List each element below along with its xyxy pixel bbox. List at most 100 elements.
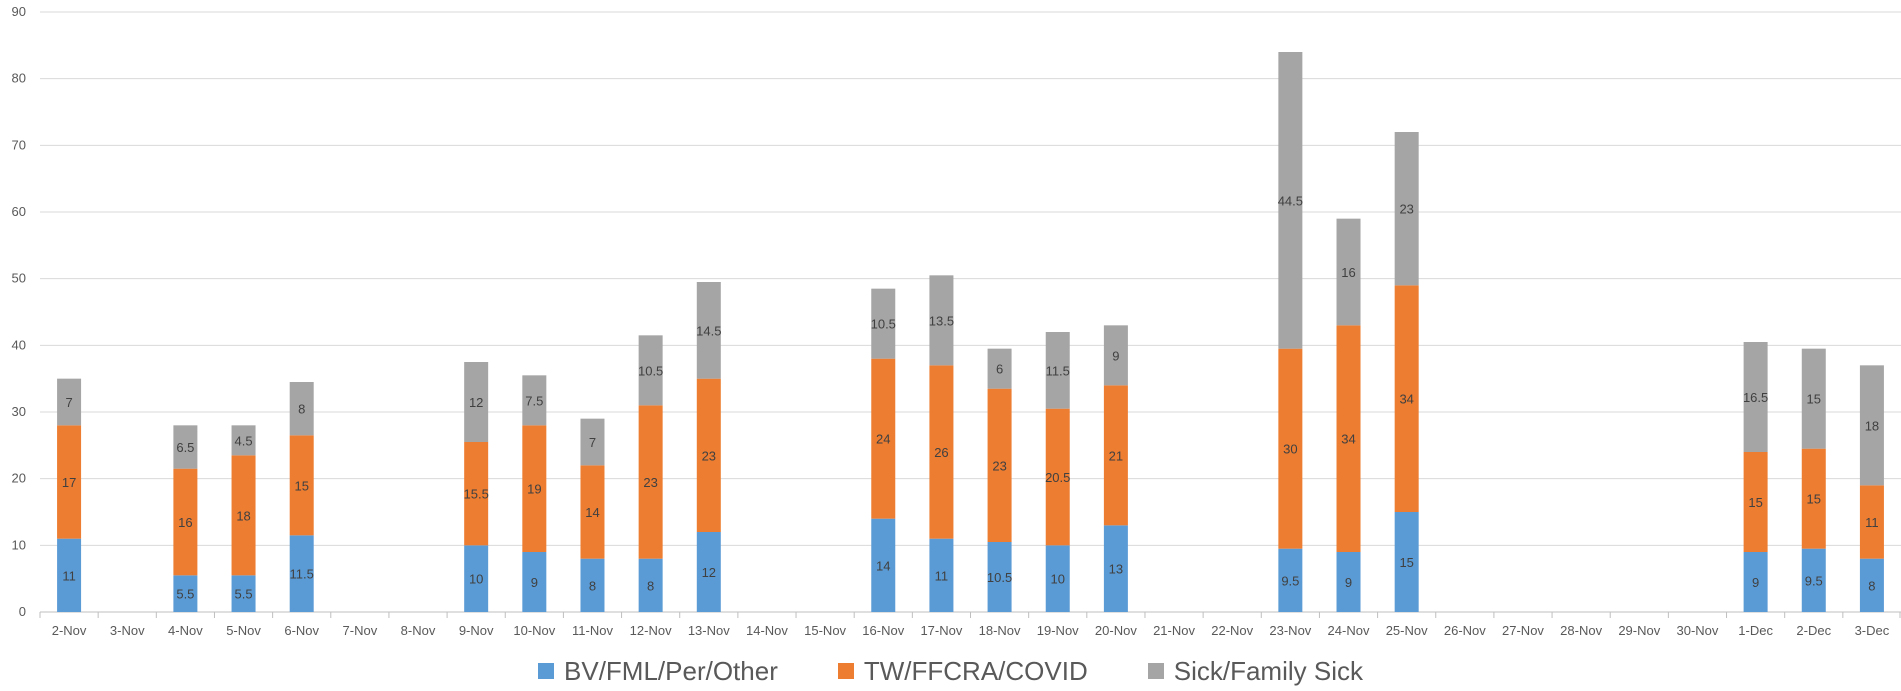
data-label: 11 [1865,515,1879,530]
data-label: 11.5 [1046,363,1070,378]
data-label: 15 [1807,492,1821,507]
data-label: 6 [996,362,1003,377]
data-label: 24 [876,432,890,447]
data-label: 7.5 [525,393,543,408]
x-tick-label: 3-Dec [1855,623,1890,638]
data-label: 8 [589,578,596,593]
x-tick-label: 18-Nov [979,623,1021,638]
legend-item: TW/FFCRA/COVID [837,655,1088,687]
x-tick-label: 13-Nov [688,623,730,638]
bar-segment [173,425,198,469]
data-label: 9 [1752,575,1759,590]
y-tick-label: 30 [12,404,26,419]
data-label: 30 [1283,442,1297,457]
bar-segment [1743,452,1768,552]
bar-segment [1103,325,1128,386]
x-tick-label: 19-Nov [1037,623,1079,638]
x-tick-label: 21-Nov [1153,623,1195,638]
legend-swatch [837,663,854,679]
data-label: 11 [935,568,949,583]
bar-segment [929,275,954,366]
data-label: 18 [1865,418,1879,433]
bar-segment [1394,285,1419,512]
data-label: 13.5 [929,313,954,328]
x-tick-label: 16-Nov [862,623,904,638]
x-tick-label: 11-Nov [572,623,613,638]
x-tick-label: 6-Nov [284,623,319,638]
bar-segment [871,518,896,612]
bar-segment [1394,512,1419,612]
x-tick-label: 4-Nov [168,623,203,638]
x-tick-label: 9-Nov [459,623,494,638]
data-label: 15 [294,478,308,493]
legend-label: BV/FML/Per/Other [564,655,778,686]
data-label: 23 [1399,202,1413,217]
data-label: 15 [1399,555,1413,570]
bar-segment [1103,385,1128,526]
x-tick-label: 8-Nov [401,623,436,638]
x-tick-label: 5-Nov [226,623,261,638]
bar-segment [173,468,198,576]
bar-segment [1743,552,1768,612]
bar-segment [289,435,314,536]
y-tick-label: 10 [12,537,26,552]
bar-segment [231,455,256,576]
bar-segment [1859,485,1884,559]
data-label: 10.5 [638,363,663,378]
x-tick-label: 15-Nov [804,623,846,638]
legend-swatch [1147,663,1164,679]
bars [57,52,1884,612]
data-labels: 11 17 7 5.5 16 6.5 5.5 18 4.5 11.5 15 8 10 15.5 12 9 19 7… [62,193,1879,601]
bar-segment [1801,448,1826,549]
data-label: 9.5 [1805,573,1823,588]
bar-segment [638,335,663,406]
bar-segment [580,418,605,466]
bar-segment [1336,552,1361,612]
data-label: 15.5 [464,487,489,502]
data-label: 9 [531,575,538,590]
bar-segment [231,575,256,612]
data-label: 34 [1399,392,1413,407]
bar-segment [464,442,489,546]
data-label: 15 [1748,495,1762,510]
bar-segment [580,558,605,612]
bar-segment [1336,325,1361,552]
data-label: 8 [1868,578,1875,593]
data-label: 16 [178,515,192,530]
legend-item: BV/FML/Per/Other [538,656,778,687]
data-label: 9.5 [1281,573,1299,588]
x-tick-label: 10-Nov [513,623,555,638]
bar-segment [871,358,896,519]
data-label: 17 [62,475,76,490]
data-label: 23 [643,475,657,490]
bar-segment [464,545,489,612]
x-tick-label: 17-Nov [920,623,962,638]
bar-segment [1045,545,1070,612]
bar-segment [289,382,314,436]
legend-item: Sick/Family Sick [1147,655,1363,687]
data-label: 9 [1345,575,1352,590]
data-label: 9 [1112,348,1119,363]
y-tick-label: 90 [12,4,26,19]
data-label: 11.5 [290,567,314,582]
data-label: 34 [1341,432,1355,447]
legend-label: Sick/Family Sick [1173,655,1363,686]
data-label: 16.5 [1743,390,1768,405]
x-tick-label: 25-Nov [1386,623,1428,638]
x-tick-label: 29-Nov [1618,623,1660,638]
bar-segment [1103,525,1128,612]
data-label: 20.5 [1045,470,1070,485]
data-label: 14 [876,558,890,573]
data-label: 21 [1109,448,1123,463]
data-label: 8 [647,578,654,593]
bar-segment [57,425,82,539]
bar-segment [522,552,547,612]
x-tick-label: 12-Nov [630,623,672,638]
bar-segment [696,378,721,532]
legend-label: TW/FFCRA/COVID [863,655,1088,686]
bar-segment [464,362,489,442]
x-tick-label: 22-Nov [1211,623,1253,638]
data-label: 12 [702,565,716,580]
data-label: 6.5 [176,440,194,455]
bar-segment [1278,548,1303,612]
